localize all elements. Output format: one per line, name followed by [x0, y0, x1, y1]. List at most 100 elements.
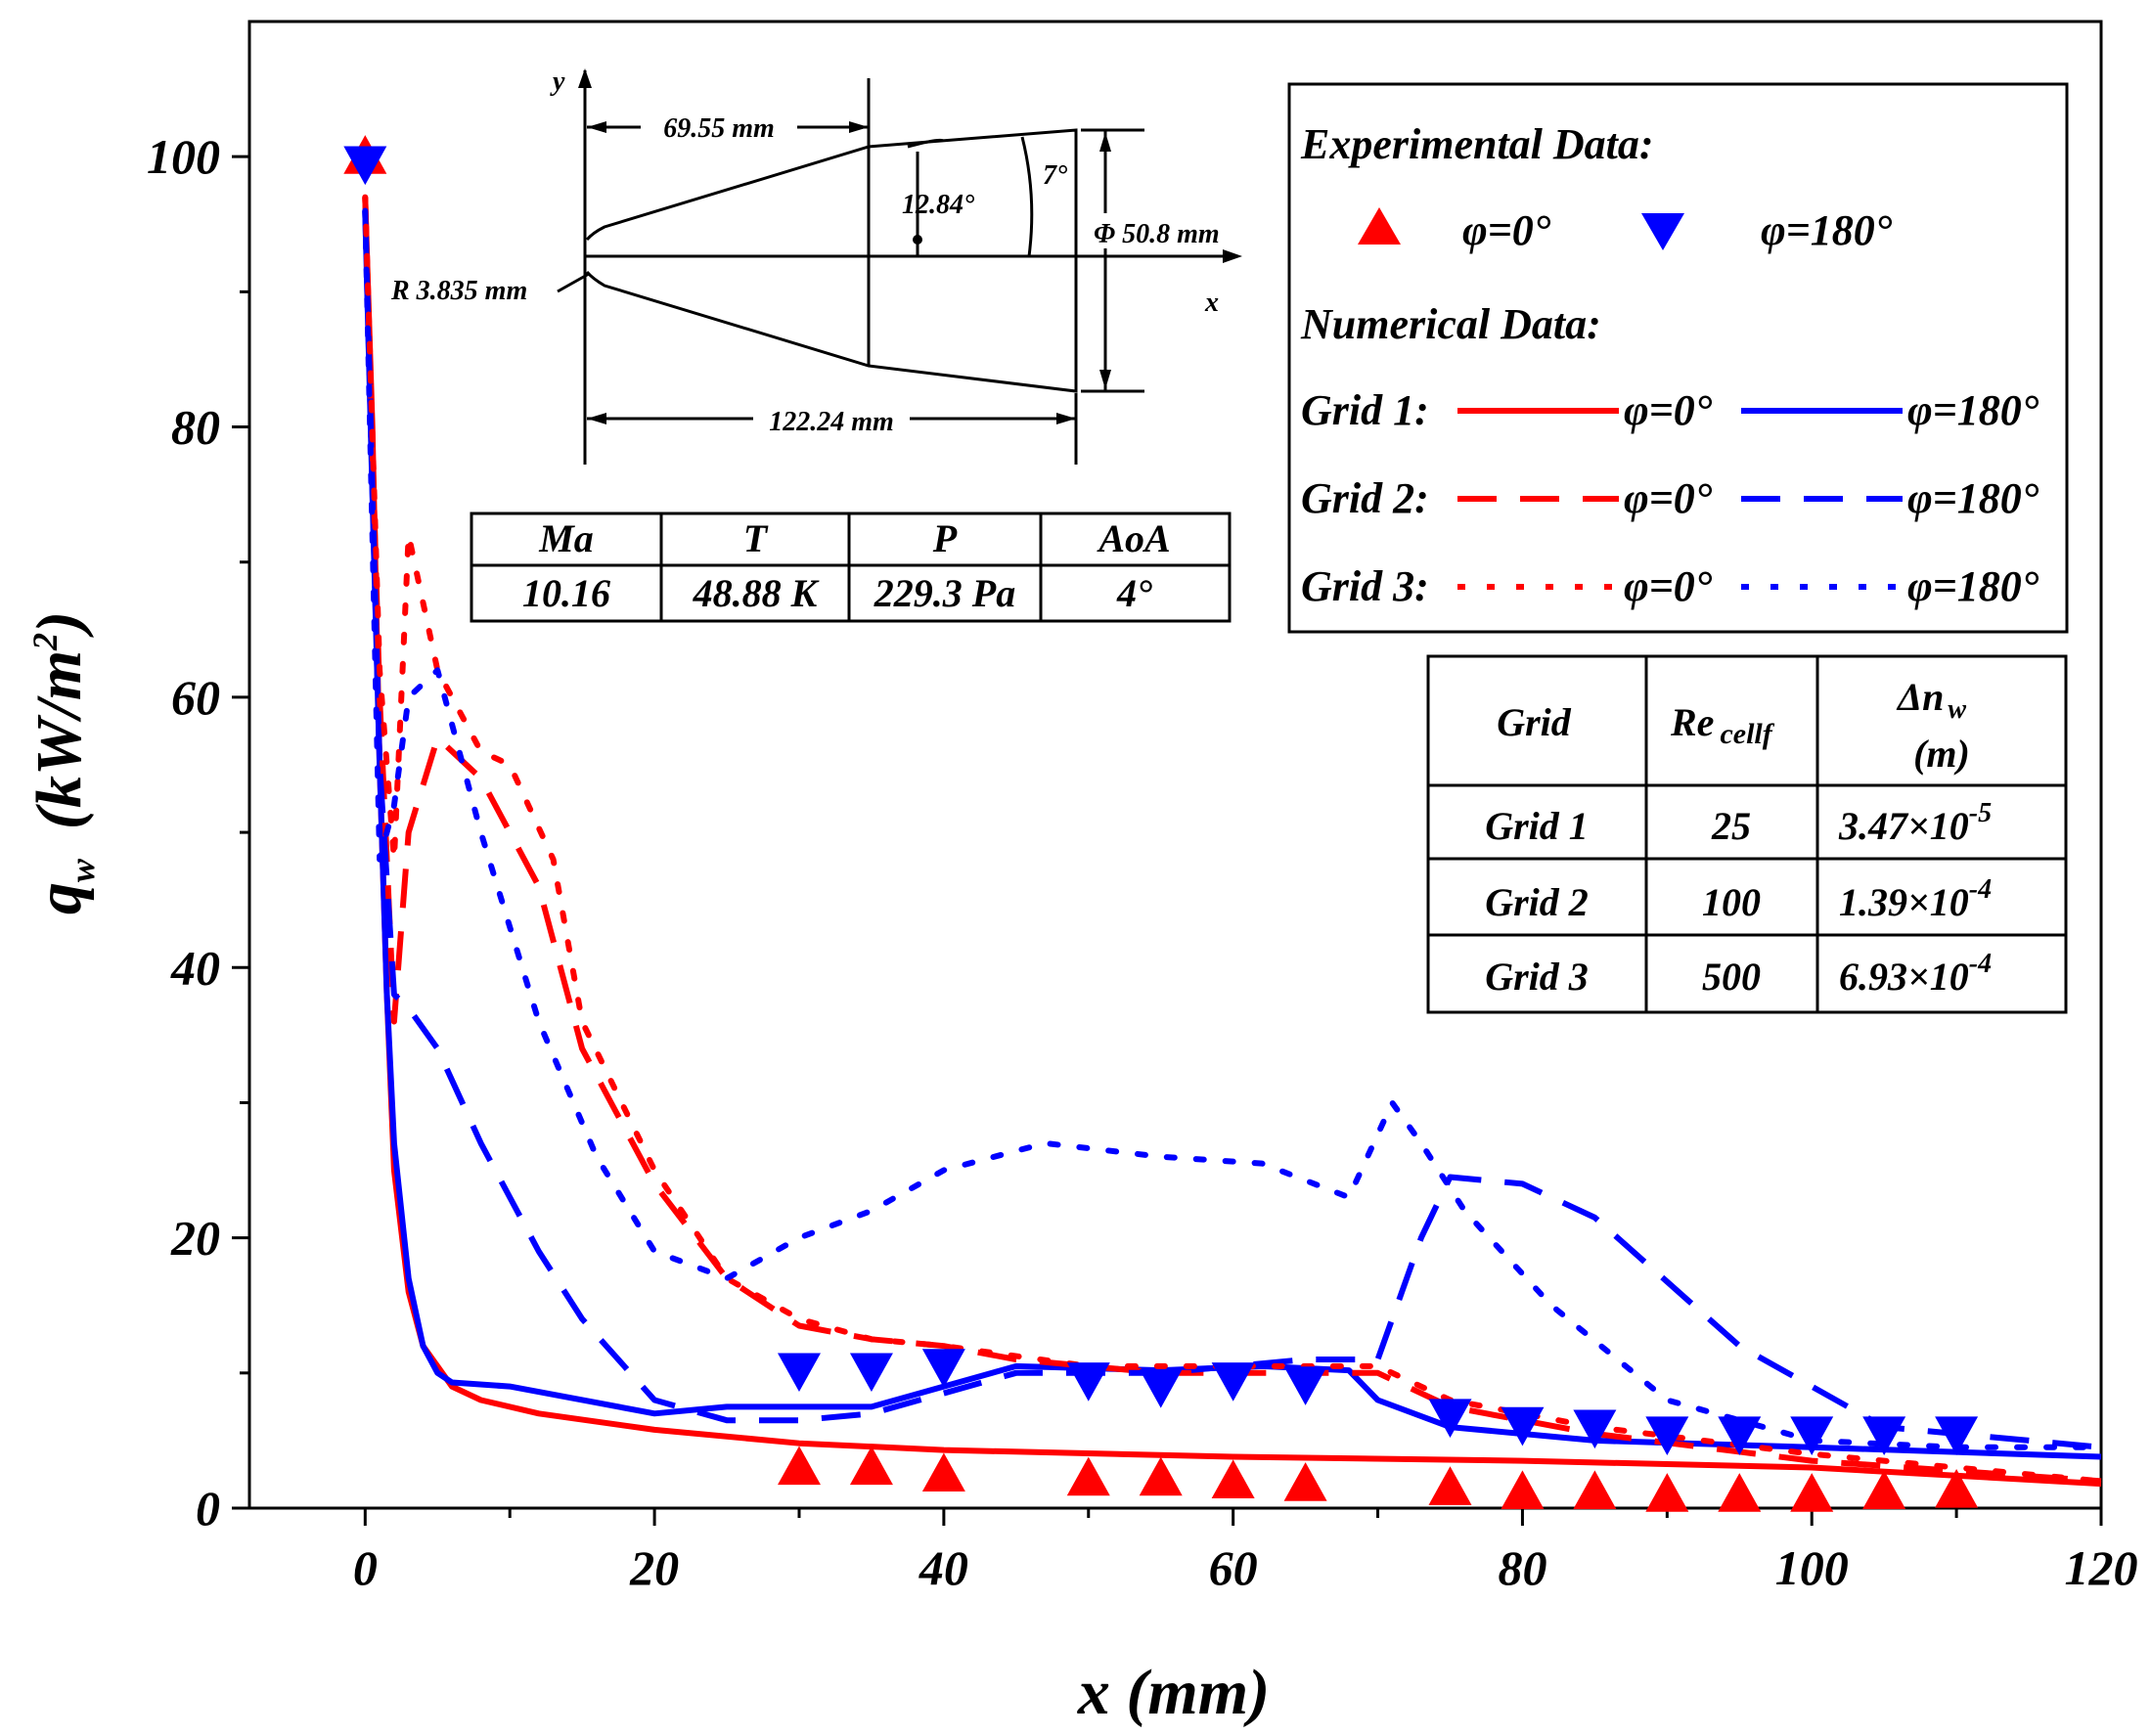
dim-122-label: 122.24 mm: [769, 407, 894, 437]
grid-row-re: 500: [1702, 955, 1761, 999]
grid-header-re: Re cellf: [1670, 700, 1775, 750]
series-layer: [362, 194, 2104, 1488]
legend-exp-title: Experimental Data:: [1300, 120, 1654, 168]
legend-exp-red-label: φ=0°: [1462, 206, 1551, 254]
y-tick-label: 0: [196, 1481, 220, 1536]
dia-arrow-bottom: [1099, 370, 1111, 389]
grid-row-re: 100: [1702, 880, 1761, 924]
grid-row-dn-base: 3.47×10: [1838, 804, 1969, 848]
angle-7-arc: [1020, 136, 1034, 257]
legend-grid1-label: Grid 1:: [1301, 386, 1429, 434]
legend-grid3-blue-label: φ=180°: [1907, 562, 2039, 610]
exp-marker-phi180: [1573, 1409, 1617, 1449]
marker-layer: [343, 135, 1979, 1512]
y-tick-label: 20: [170, 1211, 220, 1266]
flow-header-ma: Ma: [538, 516, 594, 560]
exp-marker-phi180: [1935, 1416, 1979, 1455]
exp-marker-phi0: [1935, 1469, 1979, 1508]
series-line-5: [362, 207, 2104, 1450]
grid-table-frame: [1426, 654, 2068, 1014]
exp-marker-phi0: [849, 1446, 893, 1486]
grid-header-grid: Grid: [1497, 700, 1572, 744]
dim-69-arrow-left: [587, 121, 606, 133]
flow-value-ma: 10.16: [522, 571, 610, 615]
exp-marker-phi0: [1283, 1462, 1327, 1501]
exp-marker-phi0: [1645, 1473, 1689, 1512]
exp-marker-phi180: [777, 1353, 821, 1393]
legend-grid1-blue-label: φ=180°: [1907, 386, 2039, 434]
flow-header-p: P: [932, 516, 958, 560]
exp-marker-phi0: [1066, 1456, 1110, 1496]
y-tick-label: 100: [147, 129, 220, 184]
grid-row-dn-base: 6.93×10: [1839, 955, 1969, 999]
exp-marker-phi180: [1211, 1362, 1255, 1402]
y-axis-symbol: q: [23, 882, 95, 914]
dim-122-arrow-left: [587, 413, 606, 424]
flow-header-aoa: AoA: [1096, 516, 1170, 560]
exp-marker-phi0: [1862, 1470, 1906, 1510]
grid-row-re: 25: [1711, 804, 1751, 848]
angle-12-arc: [907, 138, 946, 149]
y-tick-label: 60: [171, 670, 220, 725]
dim-69-bg: [641, 108, 797, 143]
grid-header-re-sub: cellf: [1720, 718, 1774, 750]
exp-marker-phi180: [1428, 1399, 1472, 1439]
x-tick-label: 60: [1209, 1540, 1258, 1595]
exp-marker-phi180: [1790, 1416, 1834, 1455]
grid-row-dn-exp: -5: [1969, 798, 1992, 828]
grid-header-dn-text: Δn: [1896, 675, 1944, 719]
svg-text:qw(kW/m2): qw (kW/m2): [23, 611, 102, 914]
exp-marker-phi0: [1139, 1456, 1183, 1496]
dia-label-bg: [1093, 213, 1249, 248]
x-tick-label: 120: [2065, 1540, 2138, 1595]
series-line-3: [362, 210, 2102, 1450]
grid-row-name: Grid 3: [1485, 955, 1589, 999]
flow-conditions-table: Ma T P AoA 10.16 48.88 K 229.3 Pa 4°: [470, 512, 1232, 623]
exp-marker-phi0: [777, 1446, 821, 1486]
axis-ticks: 0 20 40 60 80 100 120 0 20 40 60 80 100: [147, 129, 2138, 1595]
x-tick-label: 80: [1498, 1540, 1546, 1595]
exp-marker-phi0: [1211, 1459, 1255, 1498]
flow-header-t: T: [743, 516, 769, 560]
flow-value-t: 48.88 K: [693, 571, 820, 615]
legend-exp-red-marker: [1358, 207, 1401, 245]
grid-row-dn: 6.93×10-4: [1839, 949, 1992, 999]
y-axis-unit-sup: 2: [25, 633, 65, 651]
radius-leader: [557, 272, 590, 293]
series-line-4: [362, 194, 2104, 1485]
radius-label: R 3.835 mm: [390, 276, 527, 306]
grid-row-name: Grid 1: [1485, 804, 1589, 848]
grid-header-dn-sub: w: [1948, 694, 1966, 725]
exp-marker-phi180: [1645, 1416, 1689, 1455]
legend-grid3-red-label: φ=0°: [1624, 562, 1713, 610]
exp-marker-phi0: [1501, 1470, 1545, 1510]
y-tick-label: 80: [171, 400, 220, 455]
dim-122-arrow-right: [1056, 413, 1076, 424]
cone-outline: [585, 128, 1078, 393]
legend-grid2-red-label: φ=0°: [1624, 474, 1713, 522]
exp-marker-phi0: [921, 1452, 965, 1492]
dim-122-bg: [753, 401, 910, 436]
exp-marker-phi0: [1573, 1470, 1617, 1510]
y-axis-unit: (kW/m: [23, 650, 95, 829]
grid-header-dn: Δn w: [1896, 675, 1966, 725]
legend-grid3-label: Grid 3:: [1301, 562, 1429, 610]
cone-geometry-inset: y x 69.55 mm 12.84° 7° Φ 50.8 mm R 3.835…: [390, 67, 1249, 465]
legend-num-title: Numerical Data:: [1300, 300, 1601, 348]
legend-grid2-blue-label: φ=180°: [1907, 474, 2039, 522]
legend-exp-blue-marker: [1641, 213, 1684, 250]
grid-parameter-table: Grid Re cellf Δn w (m) Grid 1 25 3.47×10-5Gr…: [1426, 654, 2068, 1014]
legend: Experimental Data: φ=0° φ=180° Numerical…: [1287, 82, 2069, 634]
grid-row-dn: 3.47×10-5: [1838, 798, 1992, 848]
angle-7-label: 7°: [1043, 160, 1067, 191]
inset-x-arrow: [1223, 249, 1242, 263]
angle-12-label: 12.84°: [902, 190, 974, 220]
exp-marker-phi0: [1718, 1473, 1762, 1512]
legend-exp-blue-label: φ=180°: [1761, 206, 1893, 254]
grid-row-name: Grid 2: [1485, 880, 1589, 924]
grid-row-dn-base: 1.39×10: [1839, 880, 1969, 924]
grid-table-rows: Grid 1 25 3.47×10-5 Grid 2 100 1.39×10-4 Grid …: [1485, 798, 1992, 999]
x-tick-label: 100: [1775, 1540, 1849, 1595]
legend-frame: [1287, 82, 2069, 634]
